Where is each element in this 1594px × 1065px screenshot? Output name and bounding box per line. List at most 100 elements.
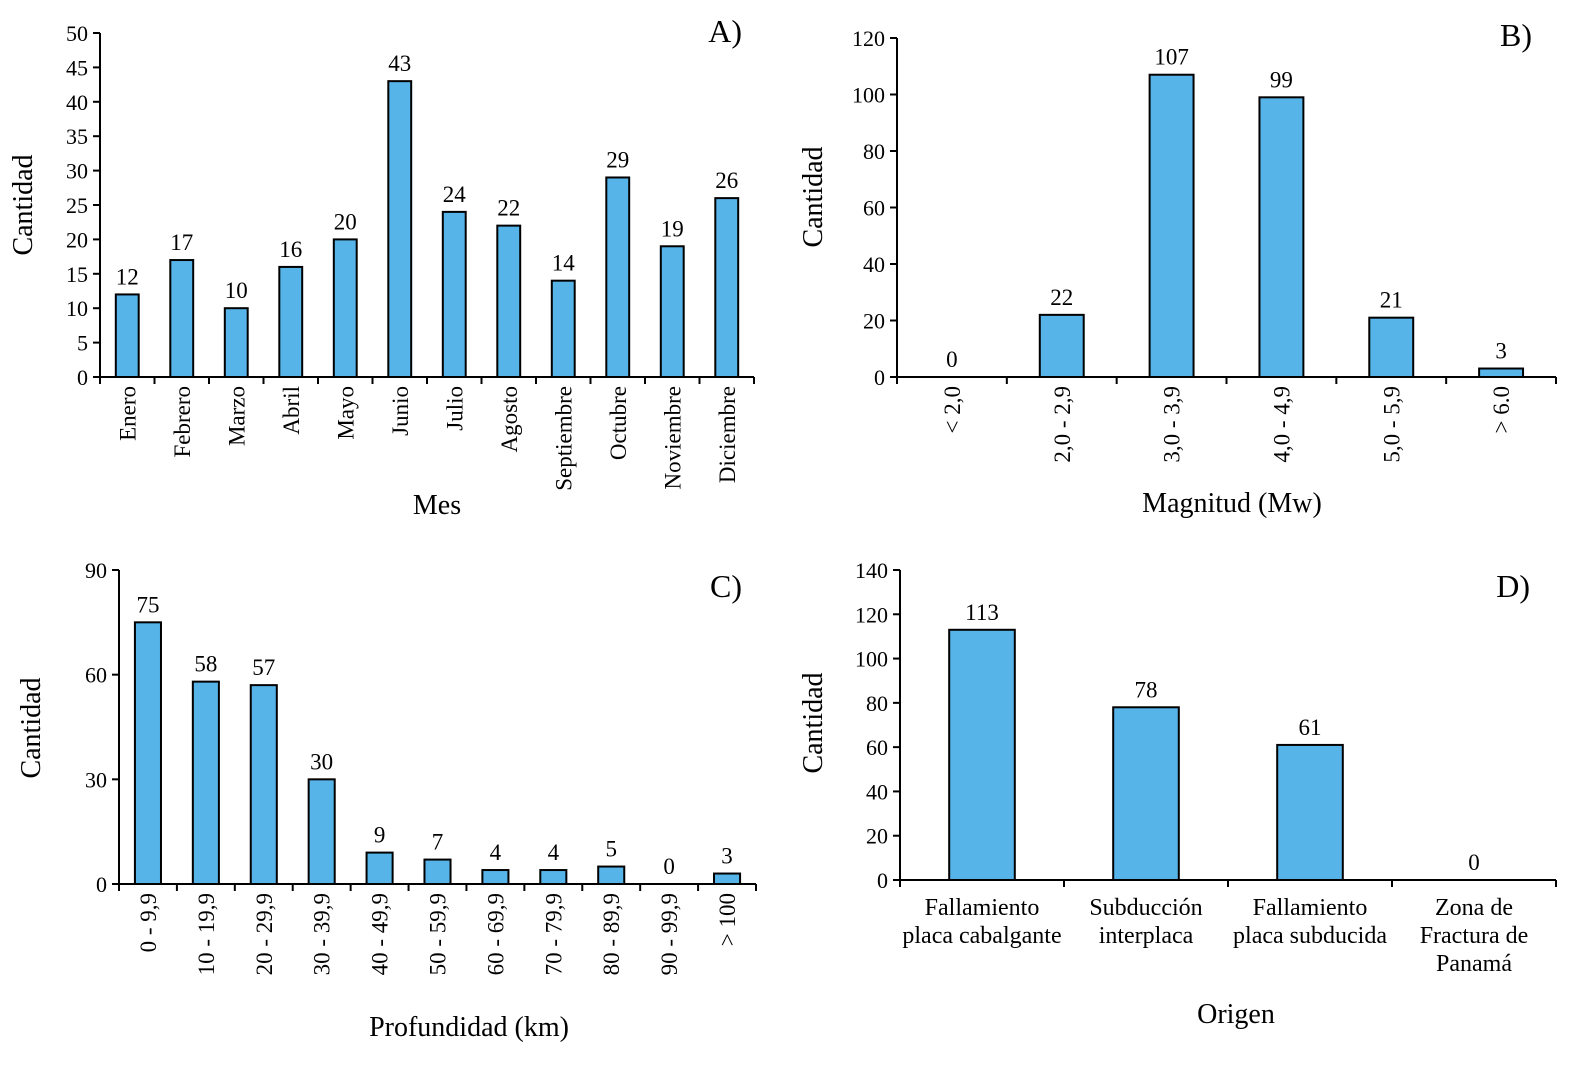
y-tick-label: 20 xyxy=(66,227,88,252)
x-tick-label: 0 - 9,9 xyxy=(136,893,161,952)
data-label: 24 xyxy=(443,182,467,207)
x-tick-label: placa subducida xyxy=(1233,923,1387,949)
data-label: 21 xyxy=(1380,288,1403,313)
data-label: 3 xyxy=(1495,339,1507,364)
x-tick-label: Junio xyxy=(388,386,413,436)
bar xyxy=(133,621,162,885)
y-tick-label: 5 xyxy=(77,331,88,356)
bar xyxy=(441,210,467,378)
bar xyxy=(1112,706,1180,881)
y-tick-label: 20 xyxy=(863,309,885,334)
x-tick-label: 50 - 59,9 xyxy=(426,893,451,975)
x-tick-label: Fallamiento xyxy=(925,895,1040,921)
y-tick-label: 80 xyxy=(863,139,885,164)
bar xyxy=(307,778,336,885)
panel-label: D) xyxy=(1496,568,1530,604)
x-tick-label: 5,0 - 5,9 xyxy=(1379,386,1404,463)
bar xyxy=(169,259,195,379)
bar xyxy=(387,80,413,378)
y-tick-label: 80 xyxy=(866,691,888,716)
x-tick-label: 2,0 - 2,9 xyxy=(1050,386,1075,463)
bar xyxy=(659,245,685,378)
x-tick-label: 20 - 29,9 xyxy=(252,893,277,975)
data-label: 16 xyxy=(279,237,302,262)
data-label: 99 xyxy=(1270,67,1293,92)
y-tick-label: 120 xyxy=(855,602,888,627)
bar xyxy=(114,293,140,378)
y-tick-label: 140 xyxy=(855,558,888,583)
data-label: 107 xyxy=(1154,45,1189,70)
bar xyxy=(423,858,452,885)
y-tick-label: 100 xyxy=(852,83,885,108)
y-tick-label: 30 xyxy=(85,767,107,792)
x-tick-label: Diciembre xyxy=(715,386,740,483)
x-axis-title: Mes xyxy=(413,490,461,521)
data-label: 14 xyxy=(552,251,576,276)
y-axis-title: Cantidad xyxy=(798,146,829,247)
y-tick-label: 45 xyxy=(66,55,88,80)
x-tick-label: Mayo xyxy=(333,386,358,440)
x-tick-label: 3,0 - 3,9 xyxy=(1160,386,1185,463)
panel-label: A) xyxy=(708,13,742,49)
panel-label: B) xyxy=(1500,17,1532,53)
data-label: 57 xyxy=(252,655,275,680)
data-label: 5 xyxy=(605,837,617,862)
bar xyxy=(1276,743,1344,882)
data-label: 3 xyxy=(721,844,733,869)
bar xyxy=(539,869,568,885)
y-tick-label: 30 xyxy=(66,159,88,184)
y-tick-label: 40 xyxy=(866,779,888,804)
x-tick-label: 4,0 - 4,9 xyxy=(1269,386,1294,463)
data-label: 7 xyxy=(432,830,444,855)
bar xyxy=(332,238,358,378)
x-tick-label: Subducción xyxy=(1089,895,1202,921)
data-label: 43 xyxy=(388,51,411,76)
y-tick-label: 40 xyxy=(66,90,88,115)
x-tick-label: placa cabalgante xyxy=(902,923,1061,949)
bar xyxy=(278,265,304,379)
x-tick-label: 10 - 19,9 xyxy=(194,893,219,975)
x-tick-label: 30 - 39,9 xyxy=(310,893,335,975)
data-label: 30 xyxy=(310,749,333,774)
bar xyxy=(481,869,510,885)
y-tick-label: 100 xyxy=(855,647,888,672)
data-label: 78 xyxy=(1135,677,1158,702)
y-axis-title: Cantidad xyxy=(8,154,39,255)
bar xyxy=(605,176,631,378)
x-tick-label: Octubre xyxy=(606,386,631,460)
y-tick-label: 60 xyxy=(85,663,107,688)
x-tick-label: interplaca xyxy=(1099,923,1194,949)
x-axis-title: Origen xyxy=(1197,999,1275,1030)
chart-a: 0 5 10 15 20 25 30 35 40 45 50 12 Enero 17 Febrero 10 Ma… xyxy=(8,13,755,521)
y-tick-label: 120 xyxy=(852,26,885,51)
y-tick-label: 40 xyxy=(863,252,885,277)
bar xyxy=(550,279,576,378)
bar xyxy=(365,851,394,885)
bar xyxy=(948,628,1016,881)
data-label: 4 xyxy=(548,840,560,865)
data-label: 4 xyxy=(490,840,502,865)
y-tick-label: 0 xyxy=(874,365,885,390)
bar xyxy=(1368,316,1415,378)
bar xyxy=(1478,367,1525,378)
x-tick-label: Fallamiento xyxy=(1253,895,1368,921)
x-axis-title: Magnitud (Mw) xyxy=(1142,488,1322,519)
y-tick-label: 20 xyxy=(866,824,888,849)
x-tick-label: > 6.0 xyxy=(1489,386,1514,433)
y-tick-label: 60 xyxy=(863,196,885,221)
y-tick-label: 15 xyxy=(66,262,88,287)
y-tick-label: 90 xyxy=(85,558,107,583)
x-tick-label: Zona de xyxy=(1435,895,1513,921)
x-tick-label: 90 - 99,9 xyxy=(657,893,682,975)
bar xyxy=(1038,313,1085,379)
bar xyxy=(597,865,626,885)
data-label: 9 xyxy=(374,823,386,848)
data-label: 75 xyxy=(136,592,159,617)
x-tick-label: > 100 xyxy=(715,893,740,946)
x-tick-label: 60 - 69,9 xyxy=(483,893,508,975)
data-label: 0 xyxy=(1468,850,1480,875)
x-tick-label: Marzo xyxy=(224,386,249,446)
